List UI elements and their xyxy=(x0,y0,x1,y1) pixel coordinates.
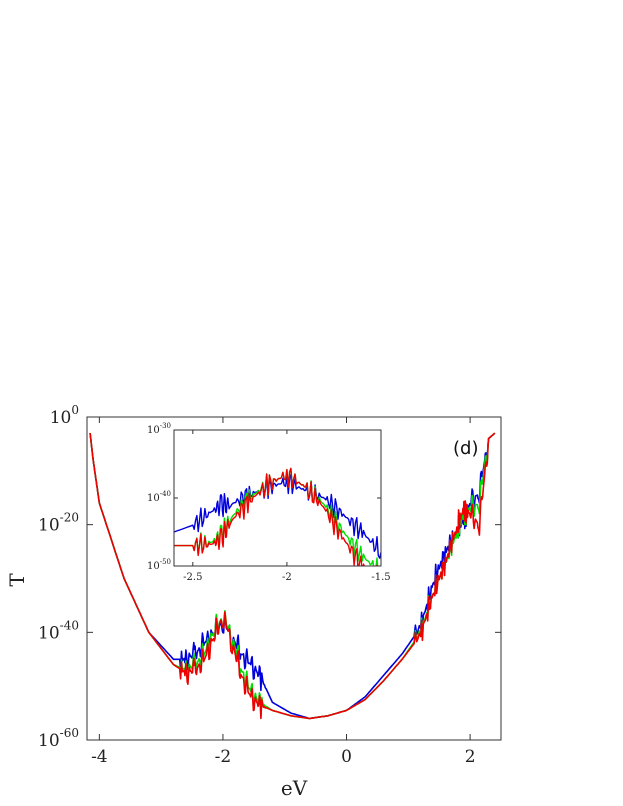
y-tick-label: 10-40 xyxy=(147,490,171,504)
x-tick-label: 0 xyxy=(341,747,352,767)
x-tick-label: -4 xyxy=(91,747,108,767)
main-plot-frame xyxy=(86,416,502,741)
inset-ticks: -2.5 -2 -1.5 10-30 10-40 10-50 xyxy=(147,422,391,583)
y-tick-label: 10-40 xyxy=(38,618,79,643)
x-tick-label: -2 xyxy=(215,747,232,767)
series-line xyxy=(174,473,381,559)
panel-label: (d) xyxy=(453,438,478,459)
y-tick-label: 10-50 xyxy=(147,558,171,572)
y-tick-label: 10-60 xyxy=(38,726,79,751)
x-tick-label: -2.5 xyxy=(183,572,202,583)
x-axis-title: eV xyxy=(281,776,308,800)
main-series xyxy=(89,432,496,720)
series-line xyxy=(89,432,496,720)
y-tick-label: 10-20 xyxy=(38,511,79,536)
y-tick-label: 100 xyxy=(50,403,79,428)
y-axis-title: T xyxy=(5,573,29,587)
x-tick-label: 2 xyxy=(465,747,476,767)
x-tick-label: -1.5 xyxy=(371,572,390,583)
main-ticks: -4 -2 0 2 100 10-20 10-40 10-60 xyxy=(38,403,501,767)
inset-series xyxy=(174,467,381,566)
series-line xyxy=(174,467,378,566)
x-tick-label: -2 xyxy=(282,572,292,583)
y-tick-label: 10-30 xyxy=(147,422,171,436)
